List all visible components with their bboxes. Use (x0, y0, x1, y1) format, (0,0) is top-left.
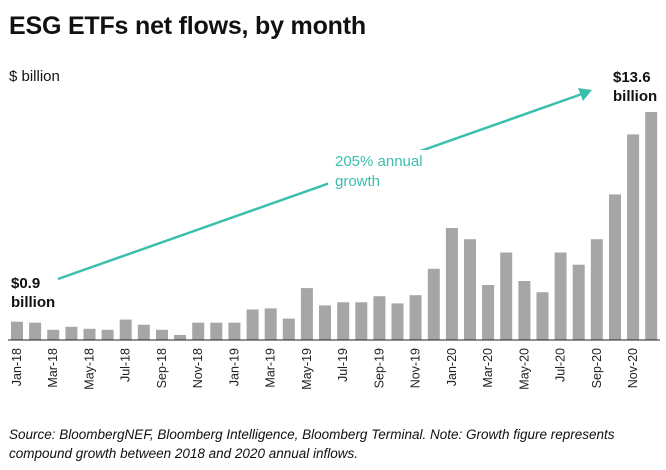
x-tick-label: Sep-19 (372, 348, 386, 388)
bar-Feb-20 (464, 239, 476, 340)
bar-Oct-18 (174, 334, 187, 340)
bar-Aug-19 (355, 302, 368, 340)
x-tick-label: Jul-18 (119, 348, 133, 382)
bar-Jul-20 (554, 252, 567, 340)
x-tick-label: Jan-20 (445, 348, 459, 386)
x-tick-label: Sep-18 (155, 348, 169, 388)
growth-arrow-line (57, 92, 583, 281)
growth-label-background (328, 150, 436, 192)
x-tick-label: Nov-18 (191, 348, 205, 388)
bar-Sep-20 (590, 239, 603, 340)
x-tick-label: Mar-19 (264, 348, 278, 388)
bar-May-20 (518, 281, 531, 340)
bar-Aug-20 (572, 264, 585, 340)
x-tick-label: May-19 (300, 348, 314, 390)
bar-Jan-19 (228, 322, 241, 340)
start-value-label-line2: billion (11, 294, 55, 311)
bar-Nov-18 (192, 322, 205, 340)
x-tick-label: May-20 (517, 348, 531, 390)
bar-Sep-18 (156, 329, 168, 340)
bar-Dec-20 (645, 112, 658, 340)
bar-Oct-20 (609, 194, 621, 340)
bar-Mar-19 (264, 308, 277, 340)
bar-May-18 (83, 328, 96, 340)
bar-Jul-19 (337, 302, 350, 340)
bar-Mar-18 (47, 329, 60, 340)
x-tick-labels: Jan-18 Mar-18 May-18 Jul-18 Sep-18 Nov-18 Jan-… (10, 348, 640, 390)
bar-Mar-20 (482, 285, 495, 340)
end-value-label-line2: billion (613, 88, 657, 105)
bar-Jul-18 (119, 319, 132, 340)
bar-Dec-19 (427, 268, 440, 341)
x-tick-label: Mar-18 (46, 348, 60, 388)
bar-Jun-20 (536, 292, 549, 340)
bar-Jun-18 (101, 329, 114, 340)
bar-Jan-18 (11, 321, 23, 340)
x-tick-label: Jan-19 (227, 348, 241, 386)
x-tick-label: Nov-19 (409, 348, 423, 388)
x-tick-label: Jul-20 (554, 348, 568, 382)
bar-Jun-19 (319, 305, 331, 340)
bar-Oct-19 (391, 303, 404, 340)
growth-arrow-head (578, 88, 592, 101)
bar-Sep-19 (373, 296, 386, 340)
start-value-label-line1: $0.9 (11, 275, 40, 292)
y-unit-label: $ billion (9, 68, 60, 85)
bar-Apr-20 (500, 252, 513, 340)
bar-Apr-19 (282, 318, 295, 340)
bar-Dec-18 (210, 322, 223, 340)
x-tick-label: Mar-20 (481, 348, 495, 388)
growth-label-line1: 205% annual (335, 153, 423, 170)
growth-label-line2: growth (335, 173, 380, 190)
bar-series (11, 112, 658, 341)
x-tick-label: Jul-19 (336, 348, 350, 382)
x-tick-label: Jan-18 (10, 348, 24, 386)
bar-Nov-19 (409, 295, 422, 340)
bar-Jan-20 (445, 228, 458, 340)
source-note: Source: BloombergNEF, Bloomberg Intellig… (9, 427, 615, 461)
bar-May-19 (300, 288, 313, 340)
end-value-label-line1: $13.6 (613, 69, 651, 86)
bar-Feb-18 (29, 322, 42, 340)
x-tick-label: May-18 (83, 348, 97, 390)
bar-Nov-20 (627, 134, 640, 340)
bar-chart: Jan-18 Mar-18 May-18 Jul-18 Sep-18 Nov-18 Jan-… (8, 69, 660, 390)
bar-Feb-19 (246, 309, 259, 340)
x-tick-label: Nov-20 (626, 348, 640, 388)
x-tick-label: Sep-20 (590, 348, 604, 388)
bar-Apr-18 (65, 326, 78, 340)
bar-Aug-18 (137, 324, 150, 340)
chart-title: ESG ETFs net flows, by month (9, 12, 366, 40)
